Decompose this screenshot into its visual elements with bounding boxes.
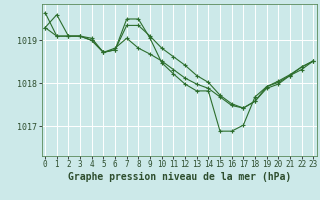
X-axis label: Graphe pression niveau de la mer (hPa): Graphe pression niveau de la mer (hPa) — [68, 172, 291, 182]
